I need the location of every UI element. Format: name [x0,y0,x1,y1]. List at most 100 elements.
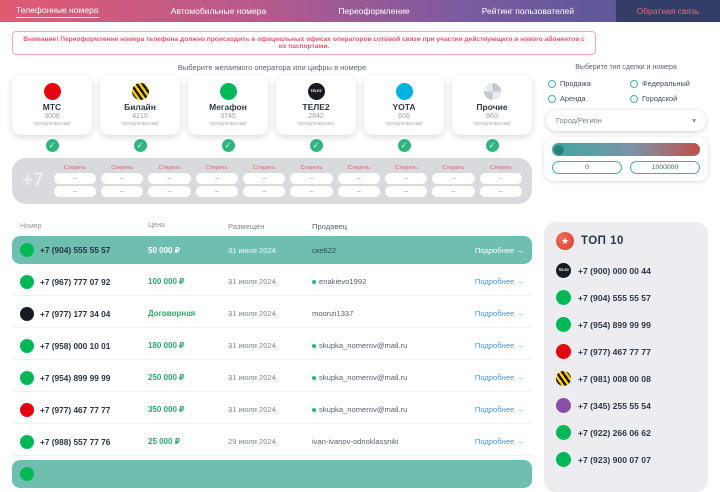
details-link[interactable]: Подробнее → [460,437,524,446]
top10-item[interactable]: +7 (922) 266 06 62 [556,419,696,446]
arrow-right-icon: → [516,405,524,414]
erase-digit-button[interactable]: Стереть [347,165,370,171]
erase-digit-button[interactable]: Стереть [63,165,86,171]
erase-digit-button[interactable]: Стереть [111,165,134,171]
table-row[interactable]: +7 (954) 899 99 99 250 000 ₽ 31 июля 202… [12,364,532,392]
digit-select-top[interactable]: – [195,173,238,184]
top10-item[interactable]: +7 (923) 900 07 07 [556,446,696,473]
digit-select-top[interactable]: – [53,173,96,184]
date-cell: 31 июля 2024 [228,245,276,255]
details-link[interactable]: Подробнее → [460,277,524,286]
erase-digit-button[interactable]: Стереть [489,165,512,171]
digit-select-top[interactable]: – [148,173,191,184]
erase-digit-button[interactable]: Стереть [395,165,418,171]
operator-selected-check-icon[interactable]: ✓ [45,139,59,152]
slider-handle[interactable] [554,144,564,155]
erase-digit-button[interactable]: Стереть [205,165,228,171]
megafon-logo-icon [219,83,237,100]
price-min-input[interactable]: 0 [552,161,622,174]
details-link[interactable]: Подробнее → [460,246,524,255]
digit-select-bottom[interactable]: – [53,186,96,197]
operator-card-tele2[interactable]: TELE2 ТЕЛЕ2 2842 предложения [276,75,356,135]
digit-select-top[interactable]: – [101,173,144,184]
operator-selected-check-icon[interactable]: ✓ [485,139,499,152]
digit-select-top[interactable]: – [242,173,286,184]
operator-selected-check-icon[interactable]: ✓ [397,139,411,152]
digit-select-bottom[interactable]: – [148,186,191,197]
radio-rent[interactable]: Аренда [548,94,626,103]
top10-item[interactable]: TELE2 +7 (900) 000 00 44 [556,257,696,284]
table-row[interactable]: +7 (977) 177 34 04 Договорная 31 июля 20… [12,300,532,328]
operator-card-megafon[interactable]: Мегафон 3745 предложений [188,75,268,135]
header-spacer [460,222,524,231]
check-slot: ✓ [188,139,268,152]
region-select[interactable]: Город/Регион ▾ [546,110,706,131]
digit-select-top[interactable]: – [337,173,380,184]
digit-select-bottom[interactable]: – [384,186,428,197]
details-link[interactable]: Подробнее → [460,341,524,350]
digit-select-bottom[interactable]: – [432,186,475,197]
table-row[interactable]: +7 (958) 000 10 01 180 000 ₽ 31 июля 202… [12,332,532,360]
operator-selected-check-icon[interactable]: ✓ [133,139,147,152]
price-range-slider[interactable] [552,143,700,156]
tele2-logo-icon: TELE2 [307,83,325,100]
price-max-input[interactable]: 1000000 [630,161,700,174]
table-row[interactable]: +7 (904) 555 55 57 50 000 ₽ 31 июля 2024… [12,236,532,264]
number-digit-picker: +7 Стереть – – Стереть – – Стереть – – С… [12,158,532,204]
operator-name: ТЕЛЕ2 [302,102,330,112]
operator-selected-check-icon[interactable]: ✓ [309,139,323,152]
table-row[interactable]: +7 (977) 467 77 77 350 000 ₽ 31 июля 202… [12,396,532,424]
top10-item[interactable]: +7 (981) 008 00 08 [556,365,696,392]
operator-card-beeline[interactable]: Билайн 4210 предложений [100,75,180,135]
nav-item-user-rating[interactable]: Рейтинг пользователей [481,6,574,16]
operator-card-other[interactable]: Прочие 960 предложений [452,75,532,135]
top10-item[interactable]: +7 (904) 555 55 57 [556,284,696,311]
radio-circle-icon [548,94,556,103]
digit-select-bottom[interactable]: – [479,186,522,197]
seller-name: enakievo1992 [319,277,367,286]
operator-card-mts[interactable]: МТС 3006 предложений [12,75,92,135]
radio-label: Городской [642,94,678,103]
erase-digit-button[interactable]: Стереть [300,165,323,171]
table-row[interactable]: +7 (988) 557 77 76 25 000 ₽ 29 июля 2024… [12,428,532,456]
erase-digit-button[interactable]: Стереть [442,165,465,171]
radio-federal[interactable]: Федеральный [630,79,708,88]
nav-item-phone-numbers[interactable]: Телефонные номера [16,5,99,18]
table-row-partial[interactable] [12,460,532,488]
digit-select-top[interactable]: – [384,173,428,184]
digit-select-bottom[interactable]: – [242,186,286,197]
megafon-icon [556,290,571,305]
details-label: Подробнее [474,277,515,286]
details-link[interactable]: Подробнее → [460,373,524,382]
nav-item-reregistration[interactable]: Переоформление [338,6,410,16]
top10-number: +7 (922) 266 06 62 [578,427,651,438]
details-link[interactable]: Подробнее → [460,405,524,414]
seller-name: ivan-ivanov-odnoklassniki [312,437,399,446]
digit-select-bottom[interactable]: – [195,186,238,197]
digit-select-bottom[interactable]: – [337,186,380,197]
operator-count: 3745 [220,113,236,120]
digit-select-top[interactable]: – [479,173,522,184]
digit-select-bottom[interactable]: – [290,186,333,197]
radio-city[interactable]: Городской [630,94,708,103]
erase-digit-button[interactable]: Стереть [253,165,276,171]
price-cell: 180 000 ₽ [148,341,185,350]
operator-name: Билайн [124,102,156,112]
nav-item-feedback[interactable]: Обратная связь [616,0,720,22]
digit-column: Стереть – – [101,165,144,197]
digit-column: Стереть – – [242,165,286,197]
operator-card-yota[interactable]: YOTA 606 предложений [364,75,444,135]
table-row[interactable]: +7 (967) 777 07 92 100 000 ₽ 31 июля 202… [12,268,532,296]
top10-item[interactable]: +7 (977) 467 77 77 [556,338,696,365]
digit-select-top[interactable]: – [432,173,475,184]
region-select-value: Город/Регион [556,116,602,125]
top10-item[interactable]: +7 (954) 899 99 99 [556,311,696,338]
erase-digit-button[interactable]: Стереть [158,165,181,171]
digit-select-top[interactable]: – [290,173,333,184]
details-link[interactable]: Подробнее → [460,309,524,318]
nav-item-car-numbers[interactable]: Автомобильные номера [170,6,267,16]
digit-select-bottom[interactable]: – [101,186,144,197]
operator-selected-check-icon[interactable]: ✓ [221,139,235,152]
radio-sale[interactable]: Продажа [548,79,626,88]
top10-item[interactable]: +7 (345) 255 55 54 [556,392,696,419]
